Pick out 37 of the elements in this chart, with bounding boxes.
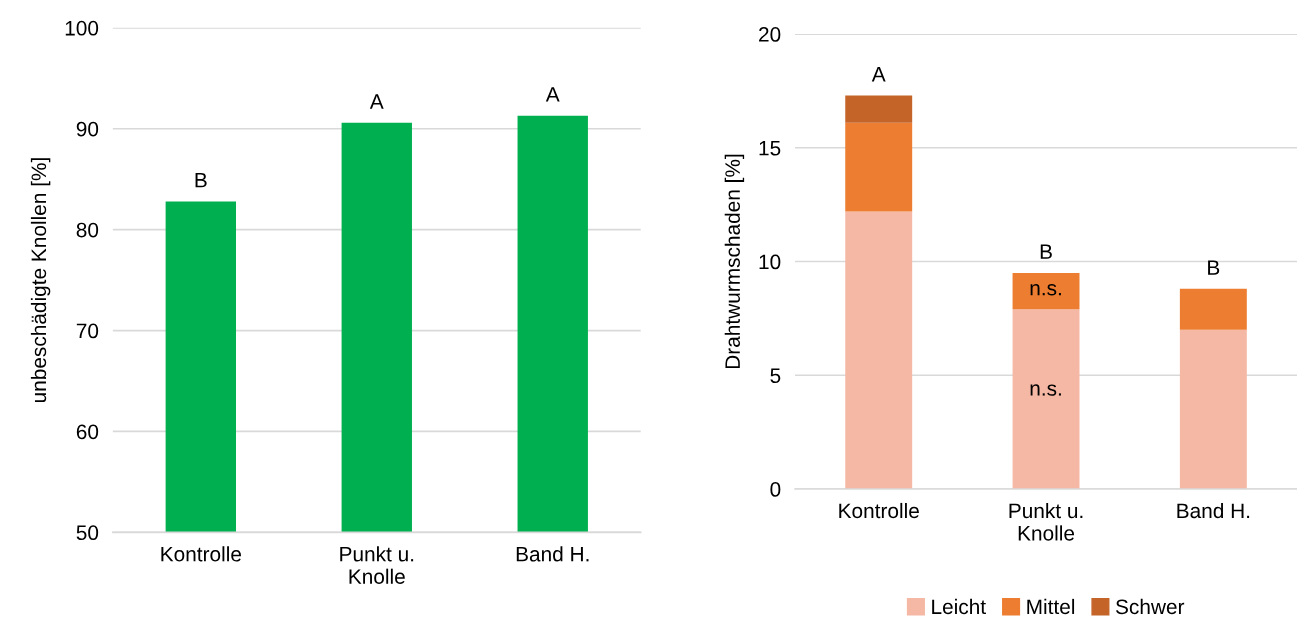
bar (1012, 309, 1080, 490)
annotation: B (195, 173, 207, 188)
x-tick-label: Punkt u. Knolle (1009, 502, 1083, 541)
bar (1179, 288, 1247, 330)
annotation: n.s. (1030, 284, 1061, 296)
legend-label: Mittel (1027, 598, 1075, 615)
legend-label: Schwer (1115, 598, 1185, 615)
bar (845, 122, 913, 212)
legend-label: Leicht (932, 598, 986, 615)
y-tick-label: 20 (759, 27, 781, 42)
y-tick-label: 0 (770, 482, 781, 497)
annotation: A (871, 67, 886, 82)
x-tick-label: Kontrolle (839, 502, 919, 519)
y-axis-title: unbeschädigte Knollen [%] (30, 158, 51, 403)
x-tick-label: Kontrolle (161, 546, 242, 562)
bar (845, 211, 913, 490)
y-tick-label: 50 (76, 525, 99, 541)
annotation: B (1040, 244, 1052, 259)
y-tick-label: 15 (759, 141, 781, 156)
x-tick-label: Punkt u. Knolle (340, 546, 414, 584)
y-tick-label: 10 (759, 254, 781, 270)
annotation: n.s. (1030, 384, 1061, 396)
y-tick-label: 100 (65, 20, 99, 36)
annotation: B (1208, 260, 1220, 275)
annotation: A (545, 87, 560, 102)
bar (1012, 272, 1080, 310)
y-axis-title: Drahtwurmschaden [%] (724, 154, 745, 369)
x-tick-label: Band H. (1177, 502, 1250, 519)
bar (1179, 329, 1247, 490)
y-tick-label: 70 (76, 323, 99, 339)
bar (845, 95, 913, 123)
y-tick-label: 60 (76, 424, 99, 440)
annotation: A (369, 94, 384, 109)
y-tick-label: 5 (770, 368, 781, 384)
x-tick-label: Band H. (516, 546, 589, 562)
y-tick-label: 90 (76, 121, 99, 137)
y-tick-label: 80 (76, 222, 99, 238)
